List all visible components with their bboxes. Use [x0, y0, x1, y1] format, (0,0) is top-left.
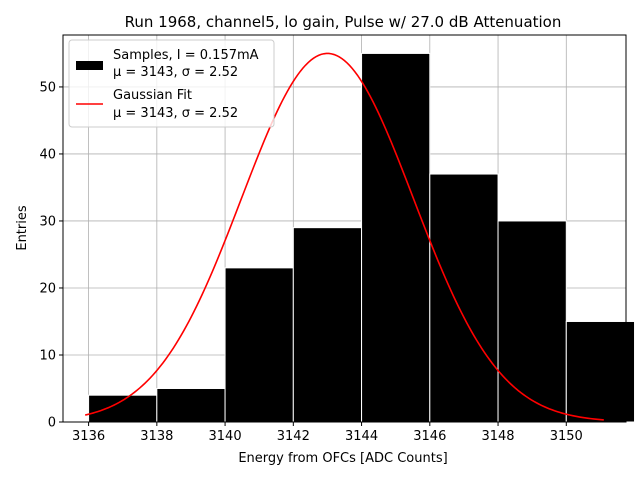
gaussian-fit-line	[84, 52, 604, 421]
x-tick-label: 3146	[413, 429, 446, 444]
ticks: 3136 3138 3140 3142 3144 3146 3148 3150 0 10 20 30 4…	[39, 80, 582, 444]
histogram-bars	[88, 52, 636, 423]
legend-fit-stats: μ = 3143, σ = 2.52	[113, 106, 238, 121]
legend-samples-swatch	[76, 61, 103, 70]
x-tick-label: 3140	[209, 429, 242, 444]
legend-frame	[68, 39, 275, 128]
histogram-bar	[88, 394, 158, 423]
y-tick-label: 10	[39, 348, 56, 363]
histogram-bar	[565, 320, 636, 423]
fit-curve-group	[84, 52, 604, 421]
axes	[62, 34, 627, 423]
y-tick-label: 20	[39, 281, 56, 296]
x-tick-label: 3148	[481, 429, 514, 444]
x-tick-label: 3150	[550, 429, 583, 444]
plot-frame	[62, 34, 627, 423]
legend-samples-label: Samples, I = 0.157mA	[113, 48, 259, 63]
y-tick-label: 30	[39, 214, 56, 229]
histogram-bar	[156, 387, 226, 423]
x-axis-label: Energy from OFCs [ADC Counts]	[238, 451, 447, 466]
x-tick-label: 3136	[72, 429, 105, 444]
histogram-bar	[429, 173, 499, 423]
x-tick-label: 3144	[345, 429, 378, 444]
y-axis-label: Entries	[15, 205, 30, 251]
histogram-bar	[497, 220, 567, 423]
legend-samples-stats: μ = 3143, σ = 2.52	[113, 65, 238, 80]
x-tick-label: 3142	[277, 429, 310, 444]
x-tick-label: 3138	[140, 429, 173, 444]
legend-fit-label: Gaussian Fit	[113, 88, 192, 103]
chart-title: Run 1968, channel5, lo gain, Pulse w/ 27…	[125, 13, 562, 31]
y-tick-label: 40	[39, 147, 56, 162]
y-tick-label: 0	[48, 416, 56, 431]
y-tick-label: 50	[39, 80, 56, 95]
histogram-bar	[361, 52, 431, 423]
legend: Samples, I = 0.157mA μ = 3143, σ = 2.52 …	[68, 39, 275, 128]
histogram-bar	[224, 267, 294, 423]
histogram-bar	[292, 227, 363, 423]
